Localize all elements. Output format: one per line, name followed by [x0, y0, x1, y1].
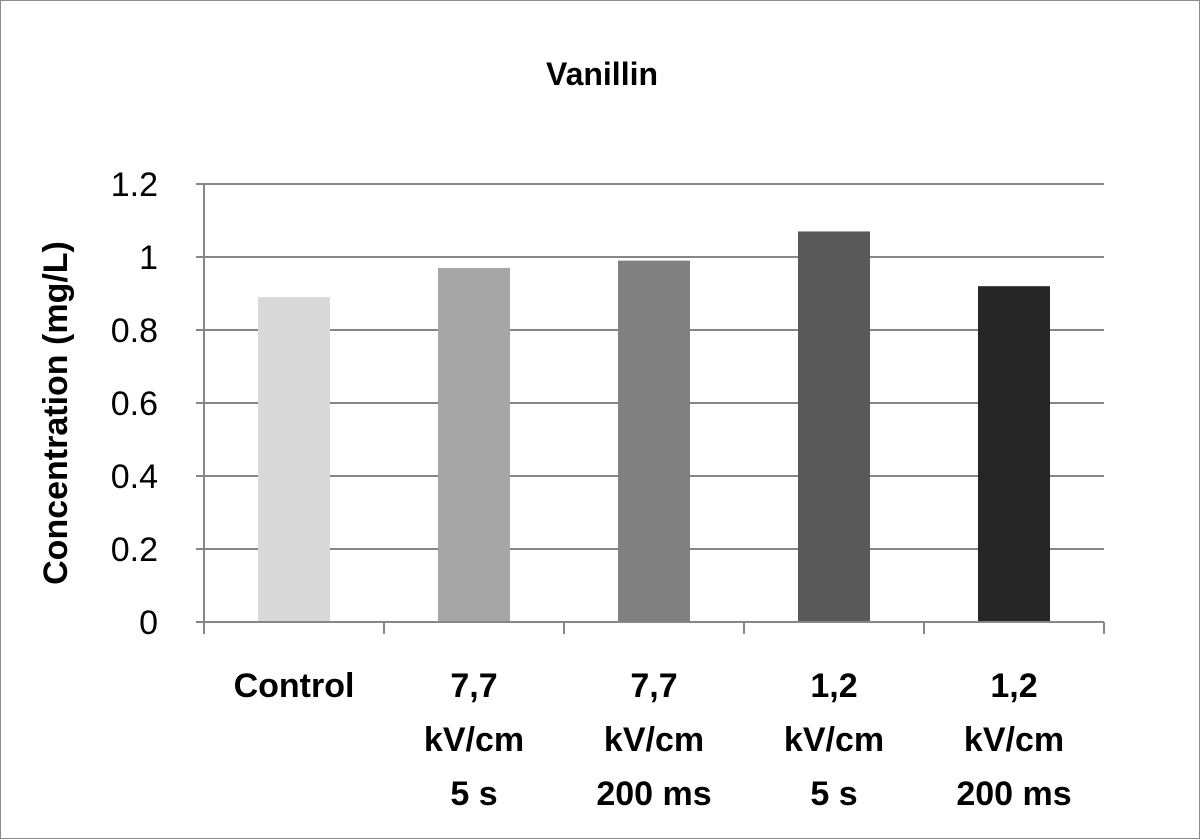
x-tick-label-line: 200 ms — [596, 775, 711, 813]
bars — [258, 231, 1050, 622]
y-tick-labels: 0 0.2 0.4 0.6 0.8 1 1.2 — [111, 166, 158, 642]
x-tick-label: 1,2 kV/cm 200 ms — [956, 667, 1071, 813]
x-tick-label-line: 7,7 — [630, 667, 677, 705]
x-tick-label-line: kV/cm — [604, 721, 704, 759]
y-tick-label: 1 — [139, 239, 158, 277]
x-tick-label-line: 1,2 — [810, 667, 857, 705]
x-tick-label-line: 7,7 — [450, 667, 497, 705]
bar — [978, 286, 1050, 622]
y-tick-label: 0.6 — [111, 385, 158, 423]
x-tick-labels: Control 7,7 kV/cm 5 s 7,7 kV/cm 200 ms 1,2 kV/cm… — [234, 667, 1072, 813]
x-tick-label-line: 5 s — [450, 775, 497, 813]
bar — [438, 267, 510, 622]
x-tick-label: 7,7 kV/cm 5 s — [424, 667, 524, 813]
x-tick-label-line: 200 ms — [956, 775, 1071, 813]
x-tick-label-line: kV/cm — [784, 721, 884, 759]
y-tick-label: 0 — [139, 604, 158, 642]
x-tick-label-line: kV/cm — [424, 721, 524, 759]
bar — [258, 297, 330, 622]
x-tick-label: 1,2 kV/cm 5 s — [784, 667, 884, 813]
axes — [196, 183, 1105, 634]
x-tick-label: 7,7 kV/cm 200 ms — [596, 667, 711, 813]
x-tick-label-line: Control — [234, 667, 355, 705]
y-tick-label: 0.4 — [111, 458, 158, 496]
bar — [798, 231, 870, 622]
x-tick-label: Control — [234, 667, 355, 705]
y-tick-label: 1.2 — [111, 166, 158, 204]
y-tick-label: 0.8 — [111, 312, 158, 350]
x-tick-label-line: kV/cm — [964, 721, 1064, 759]
y-axis-label: Concentration (mg/L) — [37, 241, 75, 585]
chart-title: Vanillin — [546, 56, 658, 92]
y-tick-label: 0.2 — [111, 531, 158, 569]
x-tick-label-line: 5 s — [810, 775, 857, 813]
bar — [618, 260, 690, 622]
x-tick-label-line: 1,2 — [990, 667, 1037, 705]
